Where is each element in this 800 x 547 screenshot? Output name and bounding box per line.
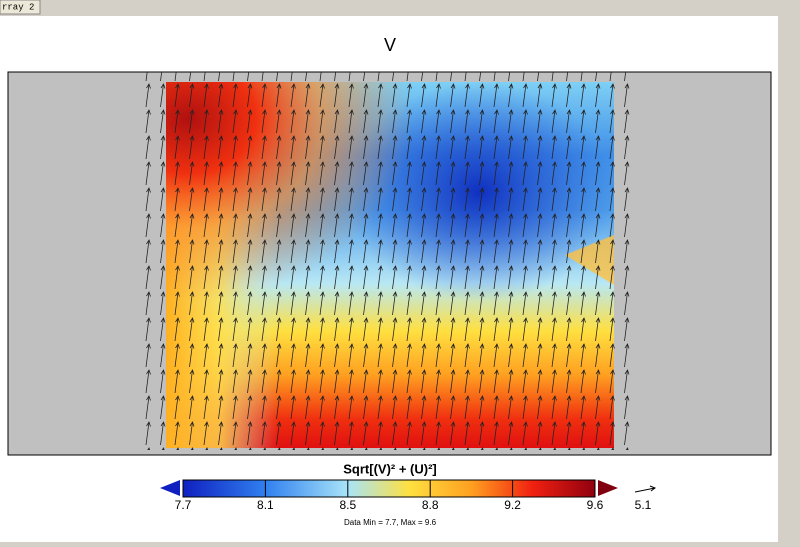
tab-strip: [0, 0, 800, 16]
colorbar-label: Sqrt[(V)² + (U)²]: [343, 461, 437, 476]
colorbar-tick-label: 9.6: [587, 498, 604, 512]
reference-arrow: [634, 485, 657, 493]
colorbar-tick-label: 8.1: [257, 498, 274, 512]
colorbar-ticks: 7.7 8.1 8.5 8.8 9.2 9.6: [175, 480, 604, 512]
colorbar-tick-label: 9.2: [504, 498, 521, 512]
plot-title: V: [384, 35, 396, 55]
reference-label: 5.1: [635, 498, 652, 512]
colorbar-max-arrow: [598, 480, 618, 496]
data-range: Data Min = 7.7, Max = 9.6: [344, 518, 437, 527]
colorbar: [182, 479, 596, 498]
colorbar-min-arrow: [160, 480, 180, 496]
colorbar-tick-label: 8.5: [339, 498, 356, 512]
colorbar-tick-label: 7.7: [175, 498, 192, 512]
colorbar-tick-label: 8.8: [422, 498, 439, 512]
tab-label: rray 2: [2, 2, 34, 12]
tab[interactable]: [0, 0, 41, 15]
vector-field: [140, 72, 630, 450]
